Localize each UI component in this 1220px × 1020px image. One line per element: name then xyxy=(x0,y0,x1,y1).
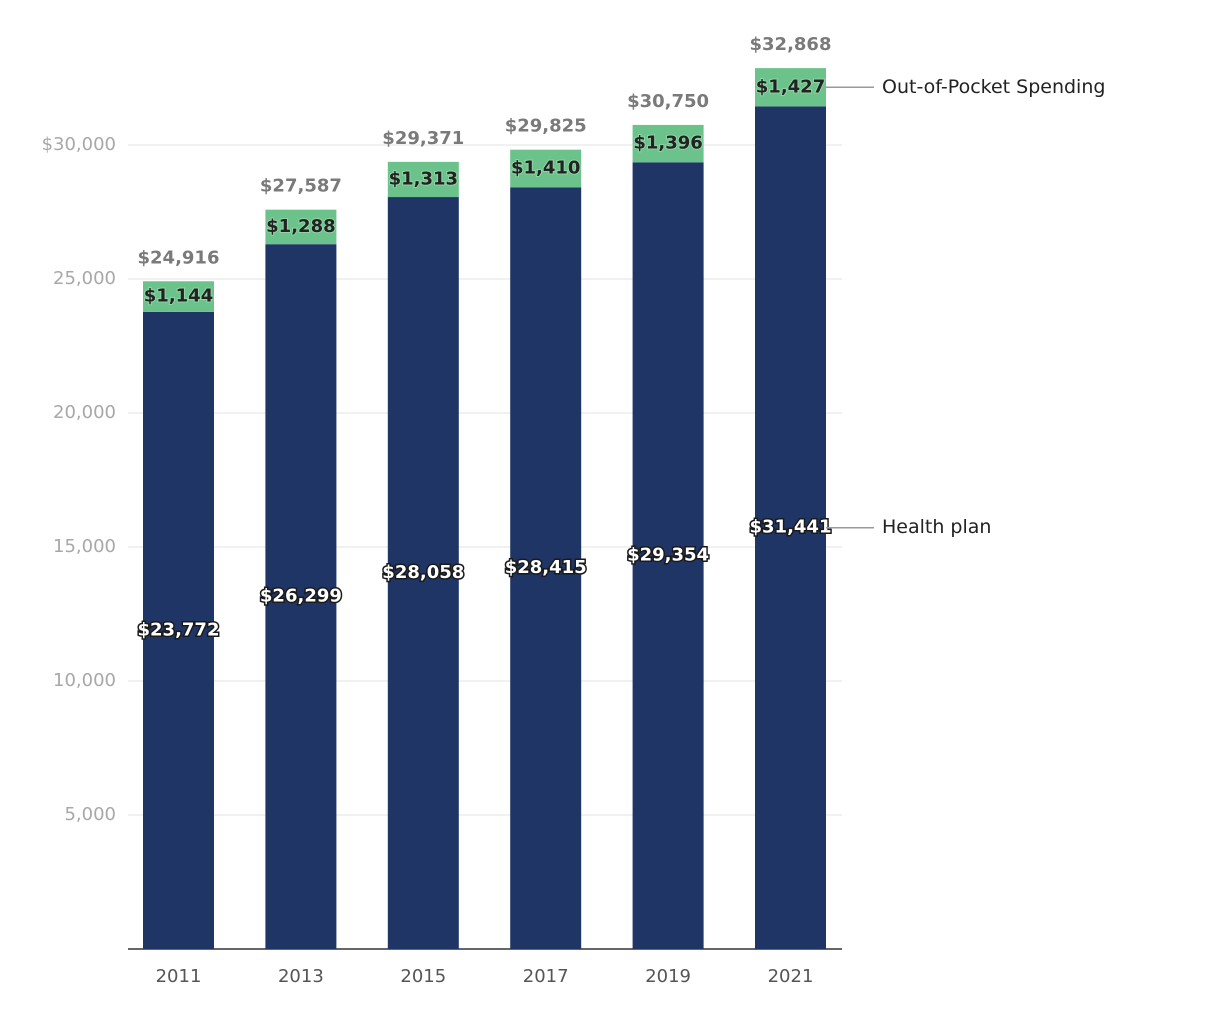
value-label: $31,441 xyxy=(750,517,832,538)
value-label: $26,299 xyxy=(260,586,342,607)
total-label: $27,587 xyxy=(260,176,342,197)
value-label: $28,058 xyxy=(382,562,464,583)
bar-segment xyxy=(265,209,337,245)
bar-segment xyxy=(143,281,214,312)
x-tick-label: 2011 xyxy=(156,966,202,987)
y-tick-label: $30,000 xyxy=(42,134,116,155)
total-label: $24,916 xyxy=(138,247,220,268)
y-tick-label: 10,000 xyxy=(53,670,116,691)
bar-segment xyxy=(143,311,214,949)
y-tick-label: 20,000 xyxy=(53,402,116,423)
value-label: $1,427 xyxy=(756,76,825,97)
value-label: $1,410 xyxy=(511,158,580,179)
value-label: $1,144 xyxy=(144,286,213,307)
x-tick-label: 2015 xyxy=(400,966,446,987)
value-label: $1,288 xyxy=(266,216,335,237)
value-label: $1,396 xyxy=(633,133,702,154)
bar-segment xyxy=(632,124,704,163)
x-tick-label: 2019 xyxy=(645,966,691,987)
value-label: $1,313 xyxy=(389,168,458,189)
total-label: $30,750 xyxy=(627,91,709,112)
y-tick-label: 15,000 xyxy=(53,536,116,557)
value-label: $23,772 xyxy=(138,619,220,640)
x-tick-label: 2013 xyxy=(278,966,324,987)
x-tick-label: 2021 xyxy=(768,966,814,987)
value-label: $28,415 xyxy=(505,557,587,578)
y-tick-label: 25,000 xyxy=(53,268,116,289)
y-tick-label: 5,000 xyxy=(64,804,116,825)
total-label: $32,868 xyxy=(750,34,832,55)
bar-segment xyxy=(755,68,826,107)
bar-segment xyxy=(510,149,582,188)
bar-segment xyxy=(387,197,459,949)
bar-segment xyxy=(387,161,459,198)
bar-segment xyxy=(755,106,826,949)
legend-label: Out-of-Pocket Spending xyxy=(882,76,1105,98)
bar-segment xyxy=(265,244,337,950)
bar-segment xyxy=(632,162,704,949)
x-tick-label: 2017 xyxy=(523,966,569,987)
legend-label: Health plan xyxy=(882,516,991,538)
value-label: $29,354 xyxy=(627,545,709,566)
total-label: $29,825 xyxy=(505,116,587,137)
total-label: $29,371 xyxy=(382,128,464,149)
bar-segment xyxy=(510,187,582,949)
